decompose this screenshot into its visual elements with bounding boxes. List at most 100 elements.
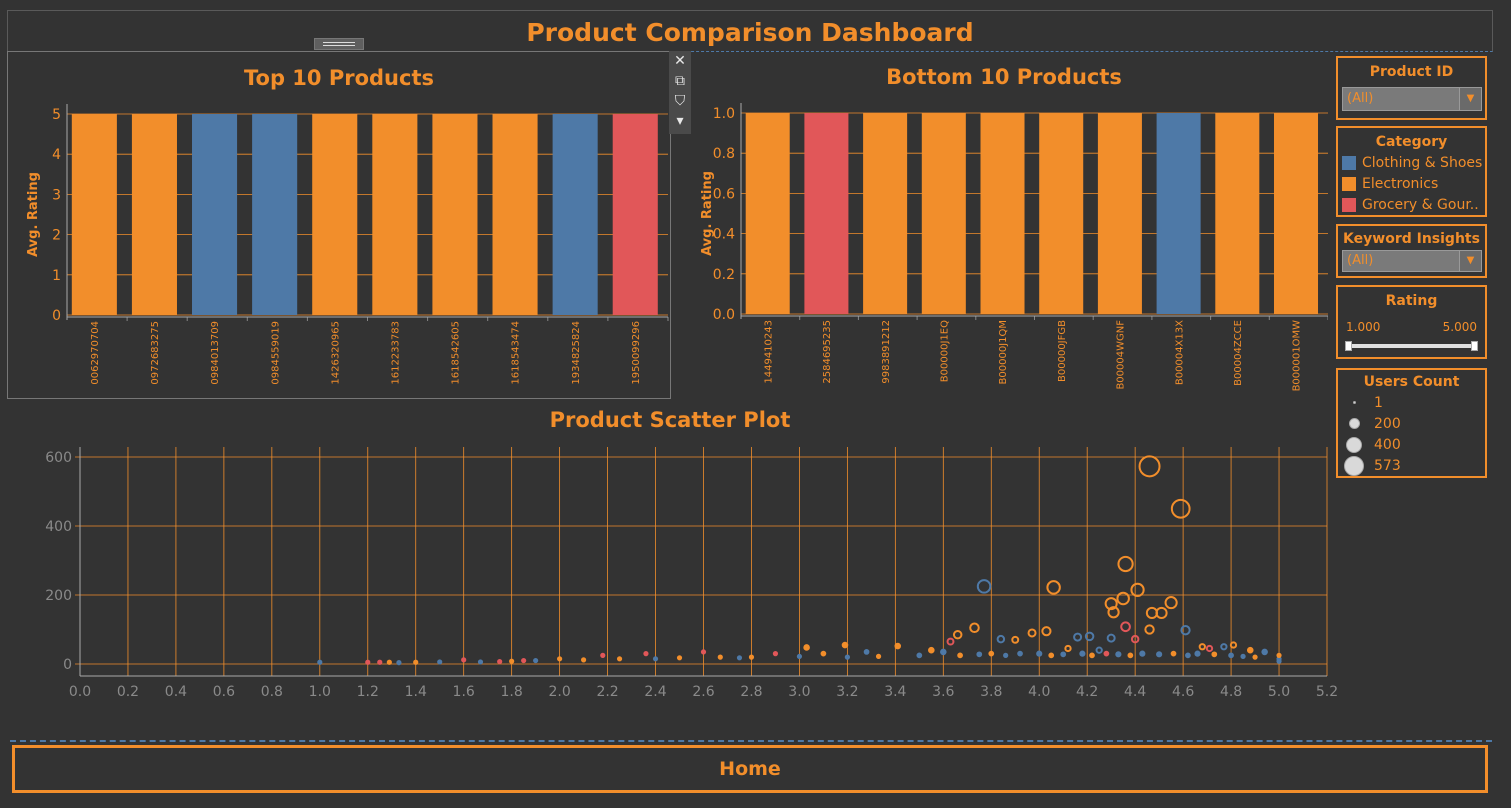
top-products-chart[interactable]: Top 10 Products 0 1 2 3 4 5 Avg. Rating 0062970… [7, 51, 671, 399]
scatter-point [841, 641, 849, 649]
scatter-point [386, 659, 392, 665]
rating-filter: Rating 1.000 5.000 [1336, 285, 1487, 359]
scatter-point [1252, 654, 1258, 660]
popout-icon[interactable]: ⧉ [675, 73, 685, 89]
scatter-point [413, 659, 419, 665]
scatter-point [1017, 650, 1023, 657]
size-dot-icon [1348, 418, 1360, 429]
scatter-point [844, 654, 851, 660]
x-tick-label: 5.0 [1268, 684, 1290, 700]
scatter-point [557, 656, 563, 662]
chevron-down-icon[interactable]: ▼ [1459, 251, 1481, 271]
x-tick-label: B00004WGNF [1116, 320, 1127, 390]
scatter-point [1117, 555, 1134, 573]
slider-min-handle[interactable] [1345, 341, 1352, 351]
x-tick-label: 4.0 [1028, 684, 1050, 700]
swatch-electronics [1342, 176, 1356, 191]
x-tick-label: 1618543474 [511, 321, 522, 385]
scatter-point [1198, 643, 1206, 651]
legend-item-grocery[interactable]: Grocery & Gour.. [1338, 194, 1485, 215]
product-scatter-plot[interactable]: 0.0 0.2 0.4 0.6 0.8 1.0 1.2 1.4 1.6 1.8 2.0 2.2 2.4 2… [0, 440, 1340, 715]
y-tick-label: 0.6 [713, 186, 735, 202]
bar [312, 114, 358, 315]
keyword-filter-title: Keyword Insights [1343, 231, 1480, 247]
product-id-dropdown[interactable]: (All) ▼ [1342, 87, 1482, 111]
legend-item-clothing[interactable]: Clothing & Shoes [1338, 152, 1485, 173]
scatter-point [1276, 658, 1282, 664]
x-tick-label: 5.2 [1316, 684, 1338, 700]
scatter-point [580, 657, 587, 663]
slider-max-handle[interactable] [1471, 341, 1478, 351]
bar [131, 114, 177, 315]
scatter-point [1027, 628, 1037, 638]
home-button[interactable]: Home [12, 745, 1488, 793]
scatter-point [1155, 606, 1168, 620]
x-tick-label: 4.2 [1076, 684, 1098, 700]
bar [921, 113, 966, 314]
bottom-products-chart[interactable]: Bottom 10 Products 0.0 0.2 0.4 0.6 0.8 1.0 Avg… [680, 51, 1329, 399]
scatter-point [772, 651, 779, 657]
rating-filter-title: Rating [1385, 293, 1438, 309]
scatter-point [1060, 651, 1067, 658]
scatter-point [1240, 653, 1246, 660]
x-tick-label: 3.6 [932, 684, 954, 700]
x-tick-label: 0.4 [165, 684, 187, 700]
x-tick-label: 0984559019 [270, 321, 281, 385]
top-products-bar-svg: 0 1 2 3 4 5 Avg. Rating 0062970704 0972683275 098… [26, 104, 669, 385]
scatter-point [1180, 625, 1191, 636]
size-legend-item: 1 [1338, 392, 1485, 413]
drag-handle[interactable] [314, 38, 364, 50]
filter-icon[interactable]: ⛉ [674, 93, 686, 109]
scatter-point [1220, 643, 1228, 651]
x-tick-label: 3.4 [884, 684, 906, 700]
top-chart-title: Top 10 Products [244, 66, 434, 90]
scatter-point [1003, 652, 1009, 658]
scatter-point [1229, 641, 1238, 649]
scatter-point [1095, 646, 1103, 654]
dashboard-title: Product Comparison Dashboard [526, 18, 974, 47]
bottom-products-bar-svg: 0.0 0.2 0.4 0.6 0.8 1.0 Avg. Rating 1449410243 2… [700, 103, 1329, 392]
scatter-point [477, 659, 484, 665]
x-tick-label: 1934825824 [571, 321, 582, 385]
x-tick-label: 4.4 [1124, 684, 1146, 700]
scatter-point [717, 654, 723, 660]
x-tick-label: B00000J1QM [998, 320, 1009, 384]
x-tick-label: 0.2 [117, 684, 139, 700]
more-options-icon[interactable]: ▾ [676, 113, 684, 129]
x-tick-label: 2.8 [740, 684, 762, 700]
product-id-dropdown-value: (All) [1347, 91, 1374, 106]
scatter-point [1211, 651, 1218, 658]
scatter-point [1064, 644, 1072, 653]
close-icon[interactable]: ✕ [674, 53, 686, 69]
bar [863, 113, 908, 314]
size-label: 200 [1374, 415, 1401, 432]
x-tick-label: 3.8 [980, 684, 1002, 700]
scatter-title: Product Scatter Plot [549, 408, 791, 432]
scatter-point [1116, 591, 1130, 606]
slider-track [1346, 344, 1477, 348]
bar [1215, 113, 1260, 314]
size-label: 1 [1374, 394, 1383, 411]
bar [192, 114, 238, 315]
y-axis-label: Avg. Rating [700, 171, 715, 256]
x-tick-label: B000001OMW [1292, 320, 1303, 392]
scatter-point [1164, 596, 1178, 610]
x-tick-label: 1426320965 [330, 321, 341, 385]
legend-item-electronics[interactable]: Electronics [1338, 173, 1485, 194]
x-tick-label: 3.2 [836, 684, 858, 700]
users-count-legend: Users Count 1 200 400 573 [1336, 368, 1487, 478]
scatter-point [946, 637, 955, 646]
keyword-dropdown[interactable]: (All) ▼ [1342, 250, 1482, 272]
x-tick-label: 1.6 [453, 684, 475, 700]
dashboard-header: Product Comparison Dashboard [7, 10, 1493, 52]
category-legend: Category Clothing & Shoes Electronics Gr… [1336, 126, 1487, 217]
y-tick-label: 5 [52, 107, 61, 123]
size-label: 400 [1374, 436, 1401, 453]
bar [612, 114, 658, 315]
scatter-point [1104, 597, 1118, 611]
rating-range-slider[interactable] [1345, 341, 1478, 351]
bar [432, 114, 478, 315]
x-tick-label: 1.4 [405, 684, 427, 700]
chevron-down-icon[interactable]: ▼ [1459, 88, 1481, 110]
product-id-filter: Product ID (All) ▼ [1336, 56, 1487, 120]
